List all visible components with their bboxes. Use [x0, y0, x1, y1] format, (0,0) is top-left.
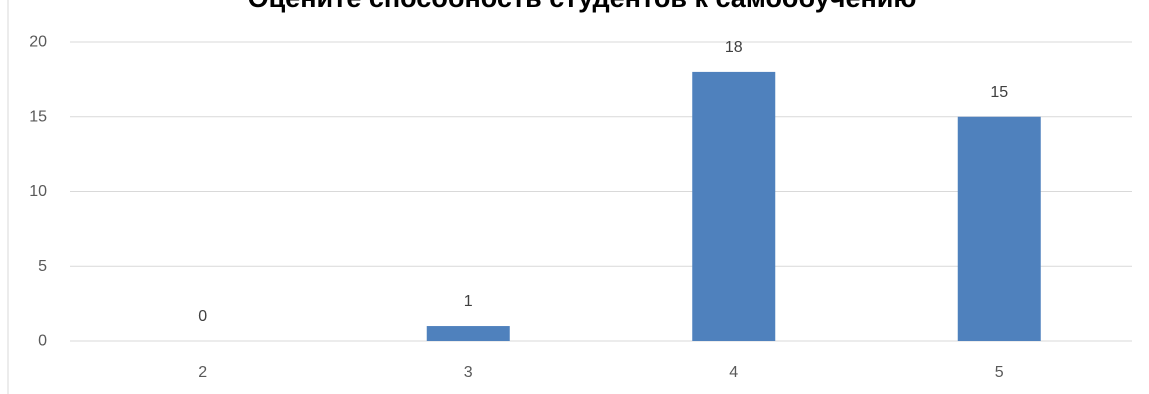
x-tick-label: 2 [198, 364, 207, 381]
chart-title: Оцените способность студентов к самообуч… [248, 0, 917, 13]
y-tick-label: 20 [29, 34, 47, 51]
y-tick-label: 10 [29, 183, 47, 200]
bars [426, 71, 1041, 342]
y-tick-label: 0 [38, 333, 47, 350]
data-labels: 0 1 18 15 [198, 39, 1008, 325]
bar [957, 116, 1041, 341]
bar [426, 326, 510, 341]
x-tick-label: 3 [464, 364, 473, 381]
y-tick-label: 15 [29, 108, 47, 125]
y-axis-ticks: 0 5 10 15 20 [29, 34, 47, 350]
x-tick-label: 5 [995, 364, 1004, 381]
data-label: 1 [464, 293, 473, 310]
gridlines [70, 41, 1132, 342]
data-label: 0 [198, 308, 207, 325]
data-label: 18 [725, 39, 743, 56]
x-tick-label: 4 [729, 364, 738, 381]
bar [692, 71, 776, 342]
x-axis-ticks: 2 3 4 5 [198, 364, 1004, 381]
data-label: 15 [990, 84, 1008, 101]
y-tick-label: 5 [38, 258, 47, 275]
